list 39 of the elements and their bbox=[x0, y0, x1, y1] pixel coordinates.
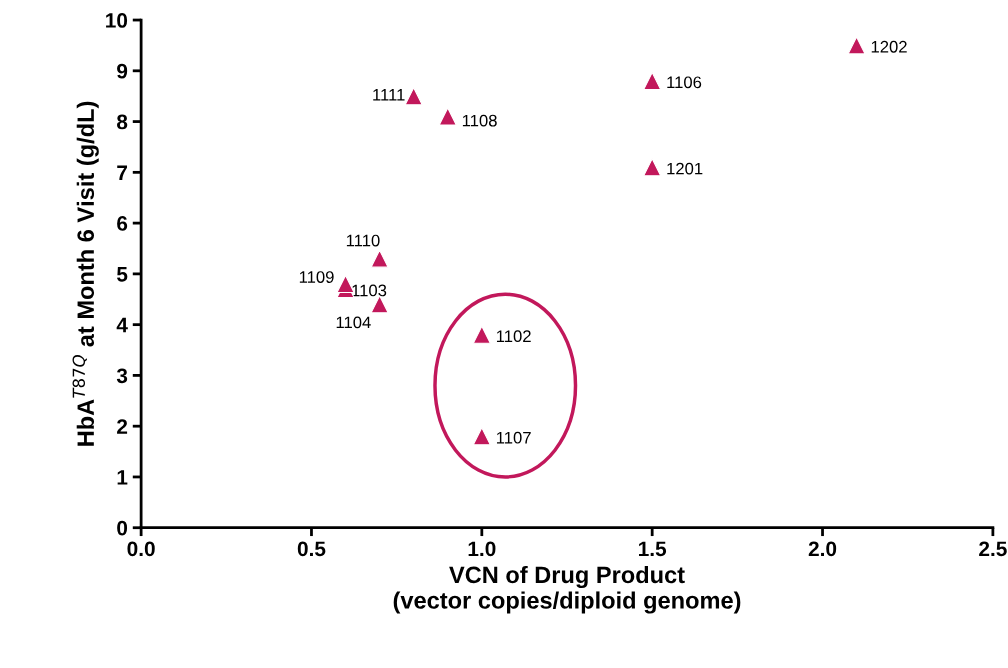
annotation: 1201 bbox=[667, 162, 703, 175]
annotation: 1102 bbox=[496, 330, 531, 343]
y-tick-label: 6 bbox=[117, 216, 128, 231]
annotation: 1104 bbox=[336, 316, 371, 329]
point bbox=[370, 249, 389, 268]
annotation: 1103 bbox=[352, 284, 387, 297]
x-tick-label: 1.5 bbox=[639, 541, 667, 557]
y-tick-label: 4 bbox=[116, 317, 128, 333]
y-tick-label: 9 bbox=[117, 63, 128, 79]
x-tick-label: 2.5 bbox=[979, 541, 1007, 557]
point bbox=[472, 325, 491, 344]
y-tick-label: 3 bbox=[116, 368, 128, 384]
x-tick-label: 0.0 bbox=[127, 541, 155, 557]
y-axis-title: HbA$^{T87Q}$ at Month 6 Visit (g/dL) bbox=[72, 101, 99, 446]
annotation: 1202 bbox=[871, 40, 907, 53]
point bbox=[643, 158, 662, 177]
annotation: 1106 bbox=[667, 76, 702, 89]
y-tick-label: 8 bbox=[117, 114, 128, 130]
y-tick-label: 5 bbox=[116, 267, 128, 282]
point bbox=[847, 36, 866, 55]
y-tick-label: 2 bbox=[117, 419, 128, 434]
point bbox=[643, 71, 662, 91]
annotation: 1111 bbox=[373, 89, 405, 101]
annotation: 1110 bbox=[346, 234, 380, 247]
y-tick-label: 10 bbox=[106, 13, 128, 28]
y-tick-label: 7 bbox=[117, 165, 128, 180]
x-axis-title: VCN of Drug Product (vector copies/diploid genome) bbox=[393, 565, 741, 614]
annotation: 1107 bbox=[496, 431, 531, 444]
point bbox=[438, 107, 457, 126]
x-tick-label: 0.5 bbox=[297, 541, 326, 557]
point bbox=[370, 295, 389, 314]
y-tick-label: 1 bbox=[117, 470, 128, 485]
annotation: 1109 bbox=[299, 271, 334, 283]
point bbox=[404, 87, 423, 106]
y-tick-label: 0 bbox=[117, 520, 128, 536]
annotation: 1108 bbox=[462, 114, 497, 127]
x-tick-label: 1.0 bbox=[468, 541, 496, 557]
point bbox=[472, 427, 491, 446]
x-tick-label: 2.0 bbox=[808, 541, 837, 557]
